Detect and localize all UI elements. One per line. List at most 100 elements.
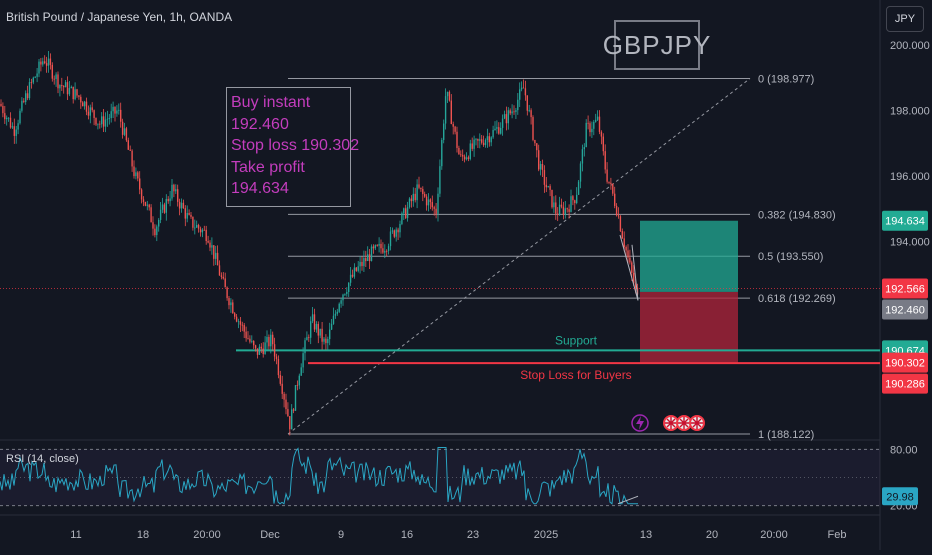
- candle-body: [61, 85, 63, 87]
- candle-body: [595, 119, 597, 122]
- candle-body: [273, 344, 276, 357]
- rsi-indicator-label[interactable]: RSI (14, close): [6, 453, 79, 465]
- candle-body: [59, 85, 61, 89]
- candle-body: [583, 147, 585, 150]
- candle-body: [114, 106, 116, 114]
- uk-flag-event-icon[interactable]: [663, 415, 679, 431]
- candle-body: [245, 331, 247, 339]
- candle-body: [169, 198, 171, 202]
- rsi-value-badge[interactable]: [882, 487, 918, 506]
- candle-body: [146, 204, 148, 206]
- symbol-text-box[interactable]: GBPJPY: [603, 20, 710, 70]
- candle-body: [484, 139, 487, 146]
- candle-body: [203, 229, 205, 231]
- candle-body: [110, 111, 112, 119]
- candle-body: [21, 100, 23, 111]
- candle-body: [446, 91, 449, 97]
- candle-body: [463, 156, 466, 160]
- candle-body: [608, 181, 610, 183]
- candle-body: [11, 126, 14, 128]
- event-markers[interactable]: [631, 414, 705, 432]
- candle-body: [519, 89, 521, 100]
- price-axis[interactable]: 200.000 198.000 196.000 194.000 194.634 192.5…: [882, 40, 930, 513]
- long-position-tool[interactable]: [640, 220, 738, 363]
- candle-body: [292, 409, 295, 411]
- candle-body: [123, 128, 126, 135]
- price-badge[interactable]: [882, 299, 928, 320]
- candle-body: [532, 117, 534, 140]
- time-axis[interactable]: 11 18 20:00 Dec 9 16 23 2025 13 20 20:00 Feb: [70, 529, 846, 541]
- candle-body: [631, 262, 633, 273]
- candle-body: [80, 96, 82, 103]
- uk-flag-event-icon[interactable]: [689, 415, 705, 431]
- candle-body: [349, 274, 352, 283]
- candle-body: [175, 189, 177, 192]
- candle-body: [448, 91, 451, 101]
- candle-body: [482, 142, 485, 146]
- candle-body: [507, 110, 509, 124]
- candle-body: [209, 242, 211, 248]
- candle-body: [167, 198, 169, 202]
- candlestick-series: [0, 50, 639, 436]
- candle-body: [488, 136, 490, 143]
- candle-body: [479, 139, 481, 141]
- candle-body: [26, 93, 29, 99]
- candle-body: [232, 302, 234, 314]
- candle-body: [458, 147, 460, 155]
- candle-body: [25, 93, 27, 102]
- candle-body: [435, 208, 437, 214]
- candle-body: [142, 199, 145, 202]
- price-badge[interactable]: [882, 210, 928, 231]
- candle-body: [83, 101, 86, 107]
- candle-body: [509, 110, 511, 114]
- stop-loss-zone[interactable]: [640, 291, 738, 363]
- candle-body: [9, 117, 12, 128]
- candle-body: [310, 321, 312, 338]
- candle-body: [503, 114, 506, 119]
- candle-body: [306, 337, 308, 341]
- candle-body: [389, 231, 392, 247]
- fib-level-label: 0.5 (193.550): [758, 251, 823, 263]
- candle-body: [456, 131, 458, 148]
- candle-body: [498, 127, 500, 134]
- candle-body: [437, 193, 439, 214]
- candle-body: [363, 258, 365, 267]
- horizontal-levels[interactable]: Support Stop Loss for Buyers: [0, 287, 880, 382]
- candle-body: [51, 64, 53, 79]
- candle-body: [403, 208, 405, 214]
- candle-body: [357, 266, 359, 271]
- candle-body: [547, 186, 549, 188]
- uk-flag-event-icon[interactable]: [676, 415, 692, 431]
- rsi-trend-drawing: [617, 495, 639, 505]
- candle-body: [4, 113, 6, 120]
- candle-body: [281, 383, 283, 394]
- fibonacci-retracement[interactable]: 0 (198.977) 0.382 (194.830) 0.5 (193.550) 0…: [287, 74, 836, 441]
- currency-button[interactable]: JPY: [886, 6, 924, 32]
- trade-note-box[interactable]: Buy instant 192.460 Stop loss 190.302 Ta…: [226, 87, 359, 207]
- candle-body: [0, 103, 2, 106]
- stop-loss-label: Stop Loss for Buyers: [520, 368, 631, 382]
- candle-body: [376, 245, 378, 246]
- candle-body: [425, 196, 428, 206]
- candle-body: [152, 222, 154, 229]
- price-badge[interactable]: [882, 352, 928, 373]
- price-badge[interactable]: [882, 373, 928, 394]
- candle-body: [615, 205, 618, 216]
- fib-trend-line[interactable]: [287, 78, 751, 435]
- price-badge[interactable]: [882, 278, 928, 299]
- candle-body: [585, 122, 587, 148]
- candle-body: [522, 87, 525, 89]
- candle-body: [294, 385, 297, 411]
- candle-body: [121, 121, 124, 135]
- candle-body: [171, 184, 173, 199]
- candle-body: [205, 229, 207, 242]
- lightning-event-icon[interactable]: [631, 414, 649, 432]
- candle-body: [104, 119, 107, 127]
- candle-body: [2, 105, 4, 114]
- candle-body: [462, 154, 464, 157]
- take-profit-zone[interactable]: [640, 220, 738, 292]
- candle-body: [226, 287, 228, 299]
- candle-body: [72, 86, 74, 100]
